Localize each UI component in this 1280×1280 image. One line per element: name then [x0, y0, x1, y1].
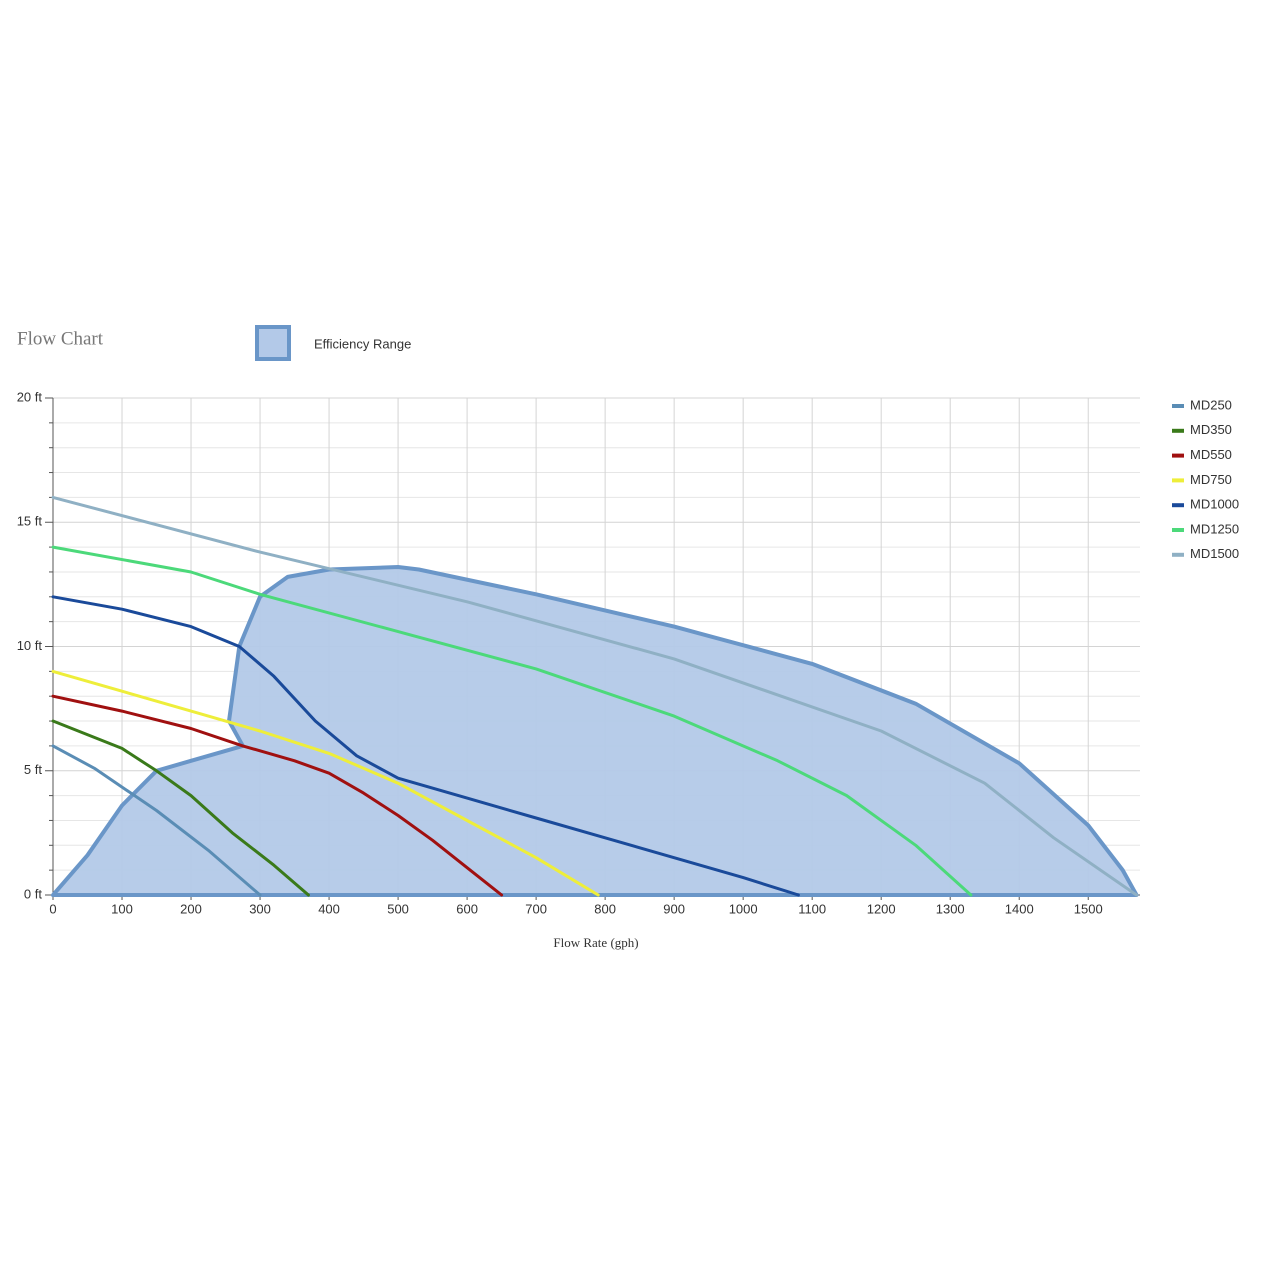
x-tick-label: 500 — [387, 901, 409, 916]
legend-label: MD750 — [1190, 472, 1232, 487]
legend-label: MD250 — [1190, 397, 1232, 412]
x-tick-label: 900 — [663, 901, 685, 916]
series-line — [51, 595, 800, 897]
y-tick-label: 10 ft — [17, 638, 43, 653]
x-tick-label: 1000 — [729, 901, 758, 916]
series-line — [51, 545, 973, 897]
chart-title: Flow Chart — [17, 328, 104, 349]
y-tick-label: 20 ft — [17, 389, 43, 404]
y-tick-label: 15 ft — [17, 514, 43, 529]
legend-label: MD1500 — [1190, 546, 1239, 561]
legend-label: MD550 — [1190, 447, 1232, 462]
range-legend-label: Efficiency Range — [314, 336, 411, 351]
series-line — [51, 719, 310, 897]
series-line — [51, 669, 600, 897]
x-axis-label: Flow Rate (gph) — [553, 935, 638, 950]
x-tick-label: 700 — [525, 901, 547, 916]
series-line — [51, 744, 262, 897]
x-tick-label: 200 — [180, 901, 202, 916]
y-tick-label: 0 ft — [24, 886, 42, 901]
x-tick-label: 1300 — [936, 901, 965, 916]
x-tick-label: 1500 — [1074, 901, 1103, 916]
efficiency-range — [51, 565, 1139, 897]
legend-label: MD350 — [1190, 422, 1232, 437]
x-tick-label: 300 — [249, 901, 271, 916]
x-tick-label: 0 — [49, 901, 56, 916]
legend-label: MD1000 — [1190, 497, 1239, 512]
x-tick-label: 100 — [111, 901, 133, 916]
legend-label: MD1250 — [1190, 521, 1239, 536]
x-tick-label: 400 — [318, 901, 340, 916]
x-tick-label: 1200 — [867, 901, 896, 916]
y-tick-label: 5 ft — [24, 762, 42, 777]
x-tick-label: 600 — [456, 901, 478, 916]
series-line — [51, 694, 504, 897]
x-tick-label: 800 — [594, 901, 616, 916]
range-legend-swatch — [255, 325, 291, 361]
series-line — [51, 495, 1138, 897]
x-tick-label: 1100 — [798, 901, 826, 916]
x-tick-label: 1400 — [1005, 901, 1034, 916]
